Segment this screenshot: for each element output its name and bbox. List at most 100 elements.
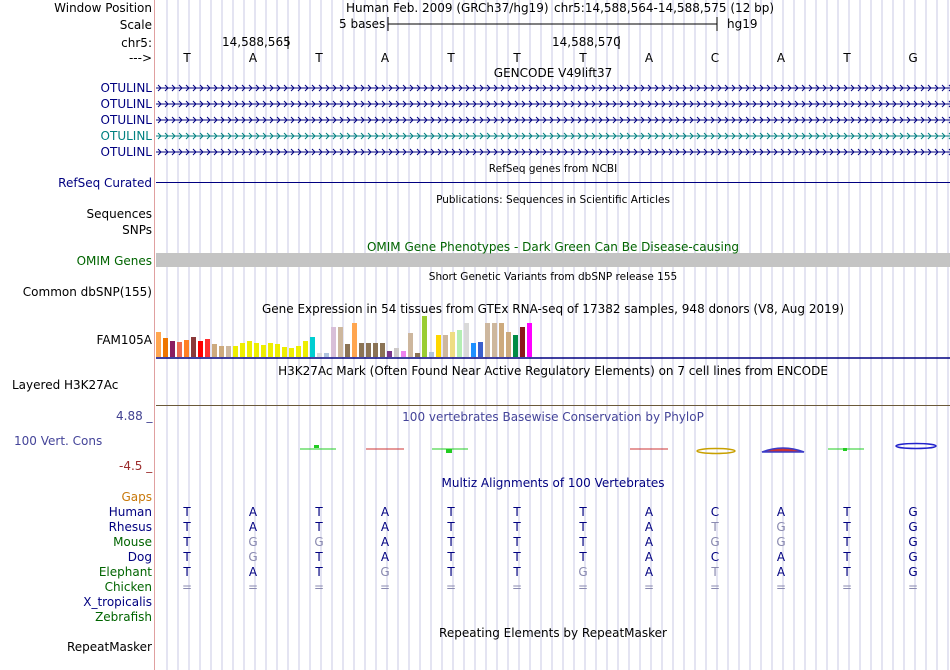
multiz-species-label[interactable]: X_tropicalis (83, 595, 152, 609)
dbsnp-track-title[interactable]: Short Genetic Variants from dbSNP releas… (428, 271, 678, 283)
alignment-base: A (776, 565, 786, 579)
gtex-bar (394, 348, 399, 357)
gtex-bar (156, 332, 161, 357)
gtex-bar (310, 337, 315, 357)
publications-snps-label[interactable]: SNPs (122, 223, 152, 237)
gtex-bar (177, 342, 182, 357)
strand-label: ---> (128, 51, 152, 65)
alignment-base: = (775, 580, 787, 594)
gtex-bar (233, 346, 238, 357)
reference-base: T (843, 51, 851, 65)
gtex-track-title[interactable]: Gene Expression in 54 tissues from GTEx … (261, 302, 845, 316)
gtex-bar (387, 351, 392, 357)
alignment-base: T (513, 505, 521, 519)
refseq-track-title[interactable]: RefSeq genes from NCBI (488, 163, 618, 175)
dbsnp-label[interactable]: Common dbSNP(155) (22, 285, 152, 299)
conservation-track-title[interactable]: 100 vertebrates Basewise Conservation by… (402, 410, 704, 424)
gencode-transcript-feature[interactable] (156, 129, 950, 143)
conservation-mark (895, 442, 937, 450)
gencode-transcript-label[interactable]: OTULINL (100, 97, 152, 111)
gencode-transcript-feature[interactable] (156, 81, 950, 95)
alignment-base: T (183, 535, 191, 549)
gtex-bar (520, 327, 525, 357)
alignment-base: T (447, 550, 455, 564)
multiz-species-label[interactable]: Dog (127, 550, 152, 564)
alignment-base: A (248, 505, 258, 519)
reference-base: A (380, 51, 390, 65)
alignment-base: A (776, 505, 786, 519)
gtex-bar (352, 323, 357, 357)
gencode-transcript-label[interactable]: OTULINL (100, 81, 152, 95)
gtex-bar (527, 323, 532, 357)
gencode-transcript-feature[interactable] (156, 113, 950, 127)
gencode-transcript-feature[interactable] (156, 145, 950, 159)
publications-sequences-label[interactable]: Sequences (86, 207, 152, 221)
reference-base: C (710, 51, 720, 65)
conservation-label[interactable]: 100 Vert. Cons (14, 434, 103, 448)
alignment-base: G (908, 565, 918, 579)
gtex-gene-label[interactable]: FAM105A (96, 333, 152, 347)
gtex-bar (457, 330, 462, 357)
alignment-base: T (447, 520, 455, 534)
refseq-label[interactable]: RefSeq Curated (58, 176, 152, 190)
gencode-transcript-label[interactable]: OTULINL (100, 145, 152, 159)
repeatmasker-track-title[interactable]: Repeating Elements by RepeatMasker (439, 626, 667, 640)
reference-base: T (513, 51, 521, 65)
multiz-species-label[interactable]: Zebrafish (95, 610, 152, 624)
gtex-bar (170, 341, 175, 357)
gtex-bar (492, 323, 497, 357)
gtex-bar (317, 353, 322, 357)
gtex-bar (282, 347, 287, 357)
gencode-transcript-feature[interactable] (156, 97, 950, 111)
alignment-base: G (248, 535, 258, 549)
scale-text: 5 bases (339, 17, 386, 31)
omim-label[interactable]: OMIM Genes (76, 254, 152, 268)
gencode-track-title[interactable]: GENCODE V49lift37 (493, 66, 613, 80)
publications-track-title[interactable]: Publications: Sequences in Scientific Ar… (436, 194, 670, 206)
h3k27ac-label[interactable]: Layered H3K27Ac (12, 378, 119, 392)
scale-label: Scale (119, 18, 152, 32)
alignment-base: T (315, 565, 323, 579)
multiz-species-label[interactable]: Human (108, 505, 152, 519)
omim-track-title[interactable]: OMIM Gene Phenotypes - Dark Green Can Be… (366, 240, 740, 254)
gtex-bar (191, 337, 196, 357)
multiz-species-label[interactable]: Elephant (98, 565, 152, 579)
transcript-chevrons (157, 100, 950, 108)
transcript-chevrons (157, 148, 950, 156)
gencode-transcript-label[interactable]: OTULINL (100, 113, 152, 127)
alignment-base: = (907, 580, 919, 594)
gtex-bar (163, 338, 168, 357)
alignment-base: G (314, 535, 324, 549)
conservation-max-label: 4.88 _ (116, 409, 153, 423)
multiz-species-label[interactable]: Chicken (104, 580, 152, 594)
transcript-chevrons (157, 132, 950, 140)
alignment-base: T (447, 535, 455, 549)
gtex-bar (240, 343, 245, 357)
alignment-base: T (579, 505, 587, 519)
multiz-track-title[interactable]: Multiz Alignments of 100 Vertebrates (441, 476, 665, 490)
multiz-gaps-label[interactable]: Gaps (121, 490, 152, 504)
h3k27ac-track-title[interactable]: H3K27Ac Mark (Often Found Near Active Re… (278, 364, 828, 378)
multiz-species-label[interactable]: Mouse (113, 535, 152, 549)
alignment-base: T (183, 520, 191, 534)
repeatmasker-label[interactable]: RepeatMasker (66, 640, 152, 654)
alignment-base: = (313, 580, 325, 594)
conservation-mark (314, 445, 319, 448)
gtex-bar (324, 353, 329, 357)
gtex-bar (254, 343, 259, 357)
alignment-base: T (183, 550, 191, 564)
alignment-base: = (643, 580, 655, 594)
multiz-species-label[interactable]: Rhesus (108, 520, 152, 534)
reference-base: T (315, 51, 323, 65)
reference-base: A (644, 51, 654, 65)
gtex-bar (513, 335, 518, 357)
alignment-base: A (248, 520, 258, 534)
gtex-bar (471, 343, 476, 357)
alignment-base: T (843, 520, 851, 534)
gtex-bar (359, 343, 364, 357)
coordinate-tick-2: 14,588,570 (552, 35, 621, 49)
alignment-base: T (183, 505, 191, 519)
gencode-transcript-label-highlighted[interactable]: OTULINL (100, 129, 152, 143)
assembly-text: Human Feb. 2009 (GRCh37/hg19) (346, 1, 549, 15)
